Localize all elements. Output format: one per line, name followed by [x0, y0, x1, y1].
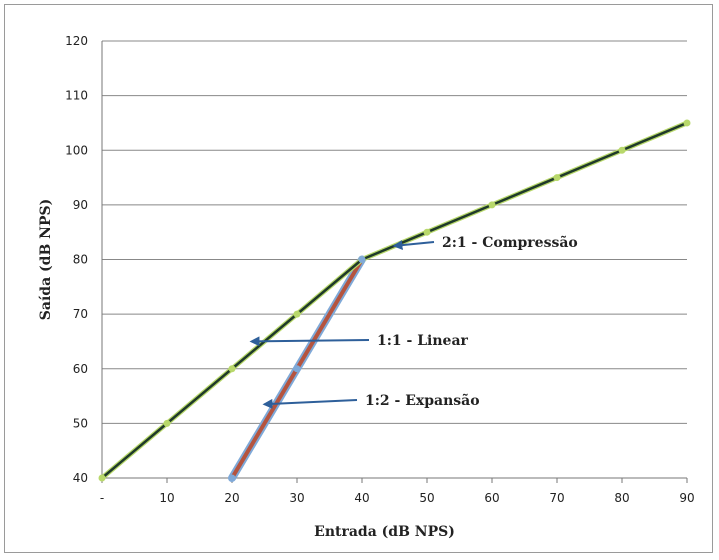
- x-tick-label: 70: [549, 491, 564, 505]
- annotation-label: 1:1 - Linear: [377, 333, 469, 349]
- x-tick-label: 10: [159, 491, 174, 505]
- data-point: [229, 365, 236, 372]
- annotations: 2:1 - Compressão 1:1 - Linear 1:2 - Expans…: [252, 234, 578, 409]
- y-tick-label: 70: [73, 307, 88, 321]
- data-point: [684, 119, 691, 126]
- annotation-label: 2:1 - Compressão: [442, 234, 578, 251]
- data-point: [424, 229, 431, 236]
- annotation-label: 1:2 - Expansão: [365, 392, 480, 409]
- x-tick-label: 50: [419, 491, 434, 505]
- series-layer: [102, 123, 687, 478]
- data-points: [99, 119, 691, 481]
- x-tick-label: 40: [354, 491, 369, 505]
- x-axis-title: Entrada (dB NPS): [314, 524, 455, 540]
- grid-lines: [102, 41, 687, 423]
- x-tick-label: 20: [224, 491, 239, 505]
- tick-labels: 40 50 60 70 80 90 100 110 120 - 10 20 30 40 50 60 70 80 90: [65, 34, 695, 505]
- y-axis-title: Saída (dB NPS): [38, 199, 54, 320]
- data-point: [619, 147, 626, 154]
- x-tick-label: 90: [679, 491, 694, 505]
- compression-line: [102, 123, 687, 478]
- data-point: [489, 201, 496, 208]
- x-tick-label: 80: [614, 491, 629, 505]
- y-tick-label: 90: [73, 198, 88, 212]
- x-tick-label: 60: [484, 491, 499, 505]
- data-point: [294, 311, 301, 318]
- data-point: [99, 475, 106, 482]
- data-point: [359, 256, 366, 263]
- y-tick-label: 50: [73, 416, 88, 430]
- data-point: [229, 475, 236, 482]
- y-tick-label: 110: [65, 89, 88, 103]
- y-tick-label: 100: [65, 143, 88, 157]
- compression-line-glow: [102, 123, 687, 478]
- y-tick-label: 60: [73, 362, 88, 376]
- y-tick-label: 120: [65, 34, 88, 48]
- y-tick-label: 80: [73, 253, 88, 267]
- data-point: [554, 174, 561, 181]
- x-tick-label: -: [100, 491, 104, 505]
- data-point: [294, 365, 301, 372]
- data-point: [164, 420, 171, 427]
- y-tick-label: 40: [73, 471, 88, 485]
- x-tick-label: 30: [289, 491, 304, 505]
- axes: [102, 41, 687, 483]
